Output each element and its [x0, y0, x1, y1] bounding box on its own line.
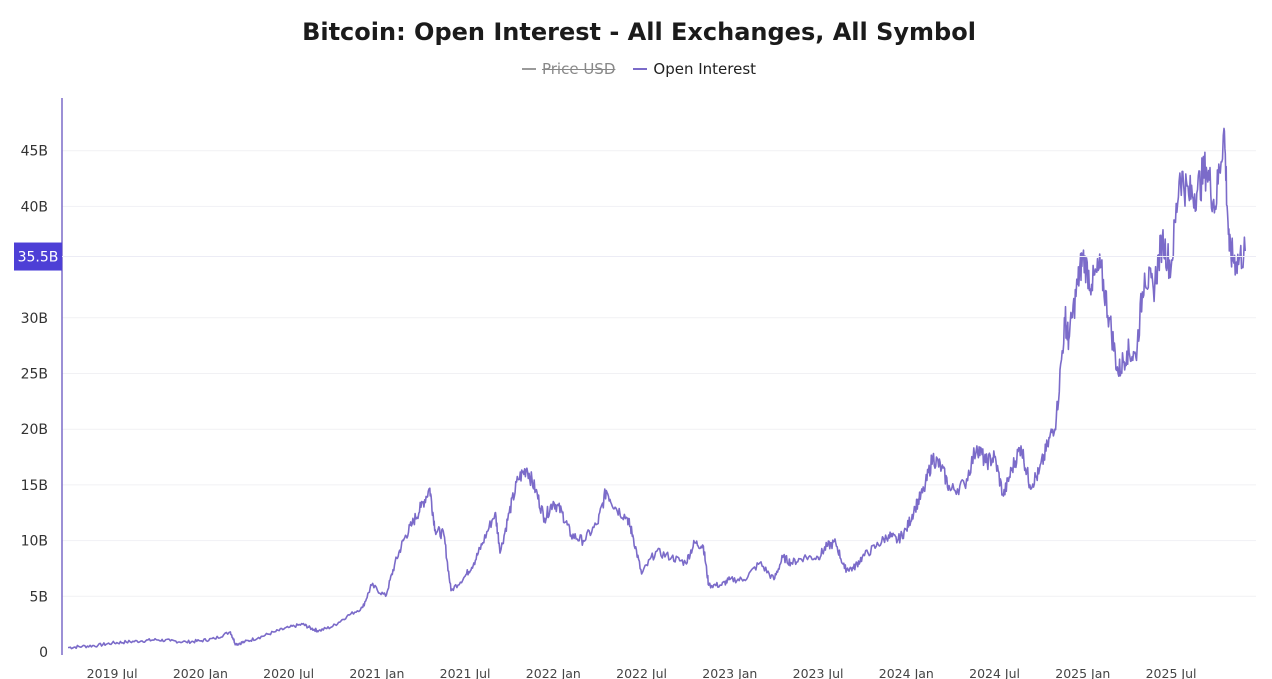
legend-item-price-usd[interactable]: Price USD	[521, 60, 616, 78]
y-tick-label: 45B	[21, 144, 48, 160]
legend: Price USD Open Interest	[0, 60, 1272, 78]
current-value-badge	[14, 242, 62, 271]
x-tick-label: 2025 Jan	[1055, 666, 1110, 679]
x-tick-label: 2025 Jul	[1146, 666, 1197, 679]
y-tick-label: 15B	[21, 478, 48, 494]
x-tick-label: 2023 Jul	[793, 666, 844, 679]
y-tick-label: 0	[39, 645, 48, 661]
x-tick-label: 2022 Jan	[526, 666, 581, 679]
x-tick-label: 2021 Jan	[349, 666, 404, 679]
gridlines	[62, 150, 1256, 597]
legend-label-open-interest: Open Interest	[653, 60, 757, 78]
series-layer	[68, 127, 1246, 650]
x-tick-label: 2020 Jan	[173, 666, 228, 679]
y-tick-label: 10B	[21, 534, 48, 550]
y-tick-label: 20B	[21, 422, 48, 438]
x-tick-label: 2024 Jul	[969, 666, 1020, 679]
y-tick-label: 40B	[21, 199, 48, 215]
y-axis-ticks: 0 5B 10B 15B 20B 25B 30B 40B 45B	[21, 144, 48, 661]
y-tick-label: 25B	[21, 367, 48, 383]
x-tick-label: 2022 Jul	[616, 666, 667, 679]
chart-title: Bitcoin: Open Interest - All Exchanges, …	[302, 18, 976, 46]
series-line-open-interest[interactable]	[68, 127, 1246, 650]
y-tick-label: 5B	[29, 589, 48, 605]
legend-label-price-usd: Price USD	[541, 60, 616, 78]
x-tick-label: 2023 Jan	[702, 666, 757, 679]
legend-swatch-open-interest	[633, 68, 648, 70]
y-tick-label: 30B	[21, 311, 48, 327]
x-tick-label: 2020 Jul	[263, 666, 314, 679]
x-tick-label: 2019 Jul	[87, 666, 138, 679]
legend-swatch-price-usd	[521, 68, 536, 70]
x-axis-ticks: 2019 Jul 2020 Jan 2020 Jul 2021 Jan 2021 Jul…	[87, 666, 1197, 679]
x-tick-label: 2024 Jan	[879, 666, 934, 679]
current-value-marker: 35.5B	[14, 242, 1256, 271]
legend-item-open-interest[interactable]: Open Interest	[633, 60, 756, 78]
current-value-label: 35.5B	[18, 250, 59, 266]
x-tick-label: 2021 Jul	[440, 666, 491, 679]
